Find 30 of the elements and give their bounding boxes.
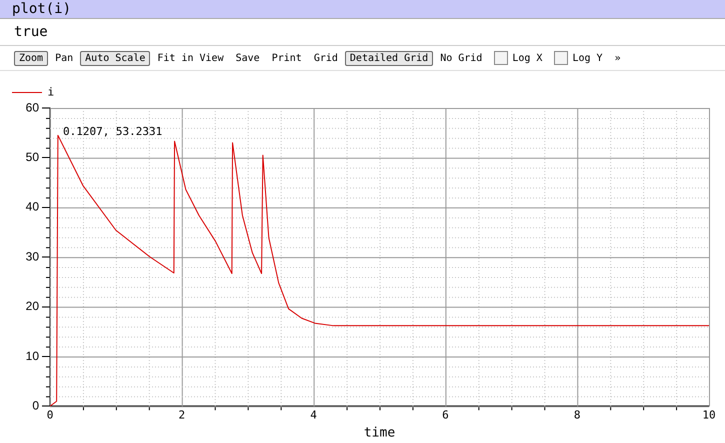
text: Grid: [314, 52, 338, 64]
text: Zoom: [19, 52, 44, 64]
x-tick-label: 0: [46, 408, 54, 422]
text: Log Y: [572, 52, 603, 64]
y-tick-label: 30: [26, 249, 40, 264]
x-tick-label: 4: [310, 408, 318, 422]
y-tick-label: 50: [26, 150, 40, 164]
legend-label: i: [48, 85, 54, 98]
y-tick-label: 60: [26, 100, 40, 114]
y-tick-label: 40: [26, 200, 40, 214]
text: Auto Scale: [85, 52, 146, 64]
x-tick-label: 6: [442, 408, 449, 422]
x-tick-label: 8: [574, 408, 581, 422]
y-tick-label: 10: [26, 348, 40, 363]
text: Detailed Grid: [350, 52, 428, 64]
x-tick-label: 10: [702, 408, 716, 422]
text: Fit in View: [157, 52, 224, 64]
text: true: [0, 19, 725, 46]
text: No Grid: [440, 52, 482, 64]
y-tick-label: 0: [32, 398, 40, 413]
annotation: 0.1207, 53.2331: [62, 124, 162, 138]
text: Log X: [512, 52, 542, 64]
text: Print: [272, 52, 302, 64]
text: plot(i): [0, 0, 725, 19]
text: Pan: [55, 52, 74, 64]
x-axis-title: time: [364, 426, 396, 441]
x-tick-label: 2: [178, 408, 186, 422]
text: Save: [236, 52, 260, 64]
y-tick-label: 20: [26, 299, 40, 314]
text: »: [614, 52, 621, 64]
